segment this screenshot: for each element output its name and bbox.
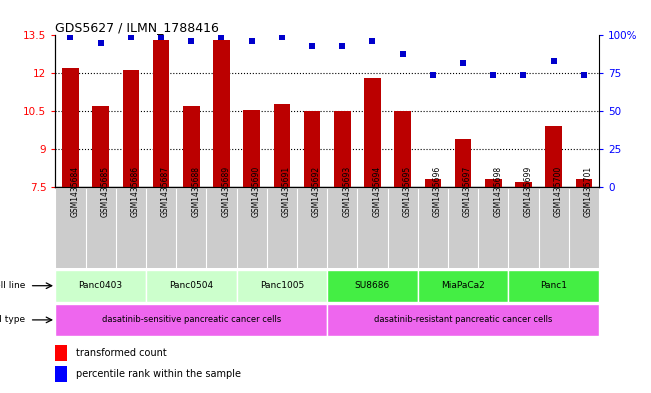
Text: GSM1435692: GSM1435692 (312, 166, 321, 217)
Point (126, 34, 136, 40)
Bar (55, 270, 146, 302)
Bar (508, 270, 599, 302)
Text: percentile rank within the sample: percentile rank within the sample (76, 369, 241, 379)
Bar (146, 270, 236, 302)
Point (458, 59, 468, 66)
Text: Panc0403: Panc0403 (79, 281, 122, 290)
Text: GSM1435696: GSM1435696 (433, 166, 442, 217)
Text: dasatinib-resistant pancreatic cancer cells: dasatinib-resistant pancreatic cancer ce… (374, 316, 552, 324)
Text: GSM1435694: GSM1435694 (372, 166, 381, 217)
Text: GSM1435687: GSM1435687 (161, 166, 170, 217)
Bar (304, 111, 320, 187)
Bar (515, 182, 532, 187)
Text: cell line: cell line (0, 281, 25, 290)
Bar (273, 104, 290, 187)
Text: GSM1435693: GSM1435693 (342, 166, 352, 217)
Bar (575, 180, 592, 187)
Text: GSM1435699: GSM1435699 (523, 166, 533, 217)
Text: transformed count: transformed count (76, 348, 167, 358)
Point (518, 72, 529, 78)
Bar (364, 78, 381, 187)
Text: GSM1435688: GSM1435688 (191, 166, 201, 217)
Point (488, 72, 499, 78)
Text: cell type: cell type (0, 316, 25, 324)
Bar (418, 270, 508, 302)
Bar (236, 270, 327, 302)
Point (428, 72, 438, 78)
Bar (62, 68, 79, 187)
Point (579, 72, 589, 78)
Text: GSM1435690: GSM1435690 (252, 166, 260, 217)
Text: GSM1435689: GSM1435689 (221, 166, 230, 217)
Bar (55, 304, 327, 336)
Text: GSM1435686: GSM1435686 (131, 166, 140, 217)
Text: GSM1435700: GSM1435700 (553, 166, 562, 217)
Bar (327, 270, 418, 302)
Bar (395, 111, 411, 187)
Bar (334, 111, 350, 187)
Point (156, 34, 166, 40)
Text: GSM1435691: GSM1435691 (282, 166, 291, 217)
Text: Panc1005: Panc1005 (260, 281, 304, 290)
Bar (546, 127, 562, 187)
Point (186, 38, 197, 44)
Point (96, 40, 106, 46)
Bar (183, 106, 200, 187)
Text: SU8686: SU8686 (355, 281, 390, 290)
Text: GSM1435697: GSM1435697 (463, 166, 472, 217)
Text: dasatinib-sensitive pancreatic cancer cells: dasatinib-sensitive pancreatic cancer ce… (102, 316, 281, 324)
Text: GSM1435684: GSM1435684 (70, 166, 79, 217)
Bar (213, 40, 230, 187)
Text: GSM1435685: GSM1435685 (101, 166, 109, 217)
Point (307, 43, 317, 49)
Bar (454, 139, 471, 187)
Point (337, 43, 348, 49)
Point (65, 34, 76, 40)
Bar (55, 366, 67, 382)
Bar (55, 189, 599, 268)
Bar (243, 110, 260, 187)
Point (216, 34, 227, 40)
Bar (485, 180, 501, 187)
Text: GSM1435698: GSM1435698 (493, 166, 502, 217)
Text: GSM1435701: GSM1435701 (584, 166, 593, 217)
Text: Panc1: Panc1 (540, 281, 567, 290)
Point (397, 50, 408, 57)
Text: Panc0504: Panc0504 (169, 281, 214, 290)
Bar (122, 70, 139, 187)
Bar (327, 304, 599, 336)
Bar (424, 180, 441, 187)
Point (367, 38, 378, 44)
Text: GDS5627 / ILMN_1788416: GDS5627 / ILMN_1788416 (55, 21, 219, 34)
Bar (153, 40, 169, 187)
Text: MiaPaCa2: MiaPaCa2 (441, 281, 485, 290)
Point (548, 58, 559, 64)
Text: GSM1435695: GSM1435695 (402, 166, 411, 217)
Bar (92, 106, 109, 187)
Point (247, 38, 257, 44)
Point (277, 34, 287, 40)
Bar (55, 345, 67, 361)
